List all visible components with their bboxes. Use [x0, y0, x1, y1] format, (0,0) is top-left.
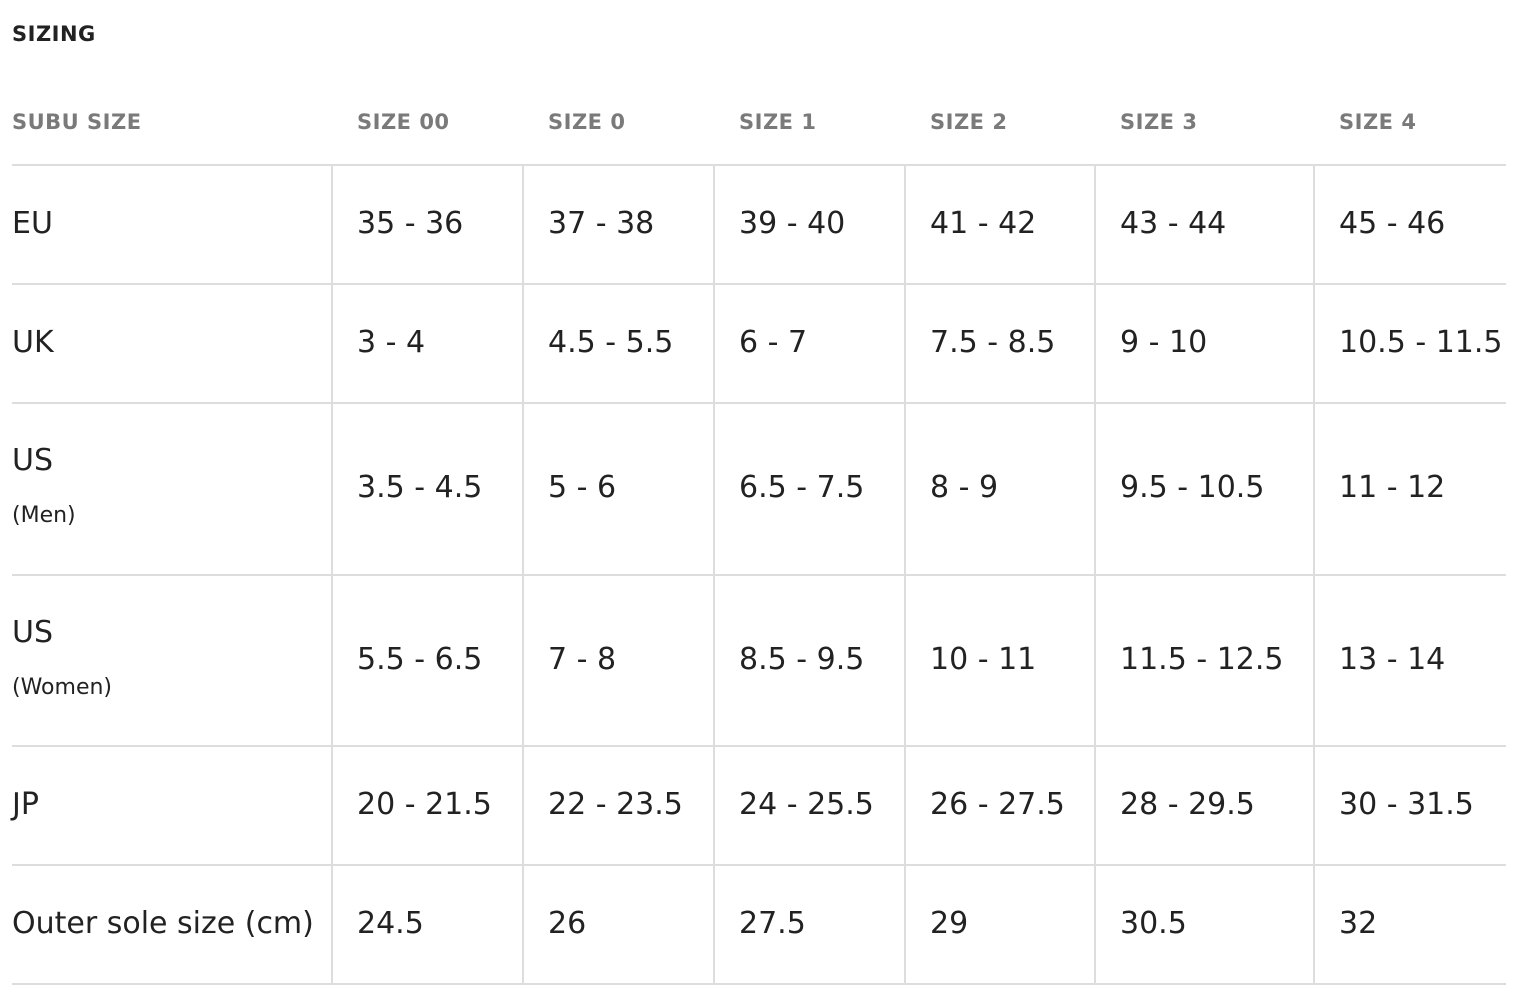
size-cell: 11.5 - 12.5 [1120, 641, 1284, 677]
column-divider [713, 165, 715, 984]
row-divider [12, 164, 1506, 166]
size-cell: 28 - 29.5 [1120, 786, 1255, 822]
column-divider [522, 165, 524, 984]
row-label: JP [12, 786, 39, 822]
column-header: SIZE 00 [357, 110, 450, 134]
size-cell: 30 - 31.5 [1339, 786, 1474, 822]
size-cell: 5 - 6 [548, 470, 617, 505]
size-cell: 32 [1339, 905, 1378, 941]
row-label: UK [12, 324, 54, 360]
size-cell: 26 [548, 905, 587, 941]
size-cell: 20 - 21.5 [357, 786, 492, 822]
size-cell: 3.5 - 4.5 [357, 470, 483, 505]
size-cell: 5.5 - 6.5 [357, 641, 483, 677]
size-cell: 9.5 - 10.5 [1120, 470, 1265, 505]
row-divider [12, 283, 1506, 285]
size-cell: 10 - 11 [930, 641, 1037, 677]
size-cell: 22 - 23.5 [548, 786, 683, 822]
column-divider [904, 165, 906, 984]
row-label: Outer sole size (cm) [12, 905, 314, 941]
row-divider [12, 574, 1506, 576]
size-cell: 43 - 44 [1120, 205, 1227, 241]
column-header: SIZE 1 [739, 110, 817, 134]
size-cell: 3 - 4 [357, 324, 426, 360]
size-cell: 13 - 14 [1339, 641, 1446, 677]
column-header: SIZE 0 [548, 110, 626, 134]
row-label-note: (Men) [12, 503, 76, 528]
size-cell: 8.5 - 9.5 [739, 641, 865, 677]
column-divider [331, 165, 333, 984]
size-cell: 39 - 40 [739, 205, 846, 241]
size-cell: 35 - 36 [357, 205, 464, 241]
column-header: SIZE 4 [1339, 110, 1417, 134]
size-cell: 9 - 10 [1120, 324, 1208, 360]
column-divider [1094, 165, 1096, 984]
section-title: SIZING [12, 22, 96, 46]
row-label: US [12, 614, 54, 650]
row-label: US [12, 443, 54, 478]
size-cell: 24 - 25.5 [739, 786, 874, 822]
row-label-note: (Women) [12, 674, 112, 700]
column-header: SIZE 2 [930, 110, 1008, 134]
size-cell: 24.5 [357, 905, 424, 941]
size-cell: 4.5 - 5.5 [548, 324, 674, 360]
size-cell: 37 - 38 [548, 205, 655, 241]
row-divider [12, 745, 1506, 747]
column-header: SIZE 3 [1120, 110, 1198, 134]
size-cell: 11 - 12 [1339, 470, 1446, 505]
column-header: SUBU SIZE [12, 110, 142, 134]
size-cell: 7 - 8 [548, 641, 617, 677]
row-label: EU [12, 205, 53, 241]
column-divider [1313, 165, 1315, 984]
size-cell: 45 - 46 [1339, 205, 1446, 241]
size-cell: 41 - 42 [930, 205, 1037, 241]
row-divider [12, 983, 1506, 985]
row-divider [12, 402, 1506, 404]
size-cell: 29 [930, 905, 969, 941]
size-cell: 8 - 9 [930, 470, 999, 505]
size-cell: 27.5 [739, 905, 806, 941]
size-cell: 30.5 [1120, 905, 1187, 941]
size-cell: 6 - 7 [739, 324, 808, 360]
size-cell: 7.5 - 8.5 [930, 324, 1056, 360]
row-divider [12, 864, 1506, 866]
size-cell: 10.5 - 11.5 [1339, 324, 1503, 360]
size-cell: 6.5 - 7.5 [739, 470, 865, 505]
size-cell: 26 - 27.5 [930, 786, 1065, 822]
